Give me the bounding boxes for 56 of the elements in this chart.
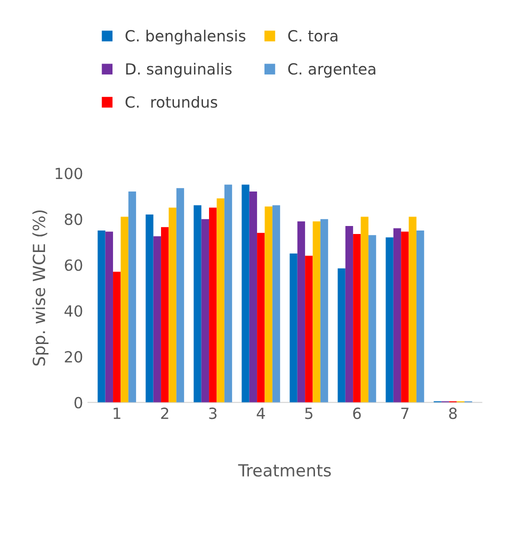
bar (312, 221, 320, 402)
x-tick-label: 4 (256, 408, 265, 419)
bar (146, 214, 154, 402)
legend-label: C. tora (288, 30, 338, 42)
x-axis-title: Treatments (238, 464, 331, 477)
x-tick-label: 5 (305, 408, 312, 420)
bar (194, 205, 202, 402)
bar (249, 192, 258, 402)
bar (345, 226, 354, 402)
bar (128, 192, 136, 402)
y-tick-label: 100 (56, 168, 82, 180)
legend-label: D. sanguinalis (126, 62, 232, 78)
y-tick-label: 0 (74, 396, 82, 408)
y-tick-label: 80 (64, 214, 82, 226)
x-tick-label: 6 (353, 408, 361, 420)
bar (353, 234, 361, 402)
bar (105, 232, 114, 402)
legend-label: C. rotundus (126, 96, 218, 108)
x-tick-label: 2 (161, 408, 168, 419)
x-tick-label: 3 (209, 408, 217, 420)
x-tick-label: 7 (401, 408, 408, 419)
y-axis-title: Spp. wise WCE (%) (32, 210, 48, 366)
bar (393, 228, 402, 402)
bar (98, 230, 106, 402)
legend-label: C. benghalensis (126, 30, 246, 45)
x-tick-label: 8 (449, 408, 457, 420)
bar (264, 206, 272, 402)
bar (408, 216, 416, 402)
bar (168, 208, 176, 402)
bar (290, 253, 298, 402)
y-tick-label: 20 (64, 351, 82, 363)
bar (224, 184, 232, 402)
bar (201, 219, 210, 402)
bar (386, 237, 394, 402)
bar (153, 236, 162, 402)
bar (297, 221, 306, 402)
legend-label: C. argentea (288, 63, 376, 78)
bar (320, 219, 328, 402)
bar (272, 205, 280, 402)
bar (242, 184, 250, 402)
x-tick-label: 1 (114, 408, 120, 419)
bar (360, 216, 368, 402)
bar (176, 188, 184, 402)
y-tick-label: 40 (64, 305, 82, 317)
bar (120, 216, 128, 402)
bar (209, 208, 217, 402)
bar (216, 198, 224, 402)
bar (416, 230, 424, 402)
bar (257, 232, 265, 402)
bar (305, 256, 313, 402)
bar (161, 227, 169, 402)
bar (368, 235, 376, 402)
y-tick-label: 60 (64, 259, 82, 271)
bar (401, 232, 409, 402)
bar (113, 272, 121, 402)
bar (338, 268, 346, 402)
